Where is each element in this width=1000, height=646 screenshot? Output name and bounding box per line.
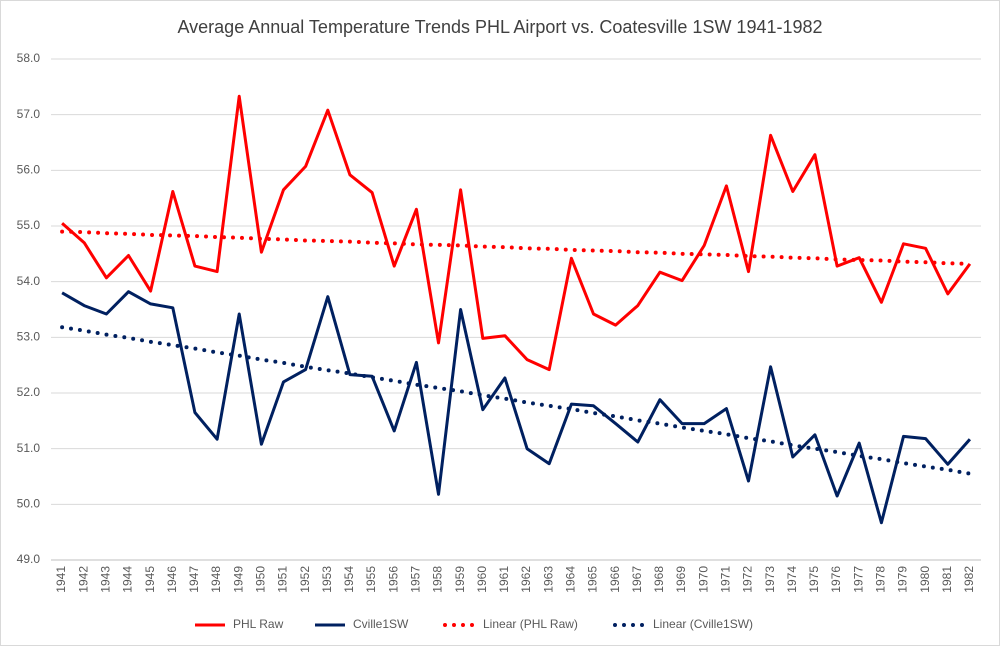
x-tick-label: 1959 — [453, 566, 467, 593]
x-tick-label: 1961 — [497, 566, 511, 593]
x-tick-label: 1965 — [586, 566, 600, 593]
x-tick-label: 1972 — [741, 566, 755, 593]
y-tick-label: 56.0 — [17, 163, 41, 177]
x-tick-label: 1954 — [342, 566, 356, 593]
x-tick-label: 1942 — [76, 566, 90, 593]
legend-label: PHL Raw — [233, 617, 284, 631]
x-tick-label: 1976 — [829, 566, 843, 593]
x-tick-label: 1950 — [254, 566, 268, 593]
series-line — [61, 290, 972, 525]
x-tick-label: 1948 — [209, 566, 223, 593]
x-tick-label: 1958 — [431, 566, 445, 593]
x-tick-label: 1977 — [851, 566, 865, 593]
y-tick-label: 54.0 — [17, 274, 41, 288]
chart-title: Average Annual Temperature Trends PHL Ai… — [177, 17, 822, 37]
x-tick-label: 1973 — [763, 566, 777, 593]
series-line — [60, 325, 972, 476]
x-tick-label: 1945 — [143, 566, 157, 593]
x-tick-label: 1946 — [165, 566, 179, 593]
x-tick-label: 1982 — [962, 566, 976, 593]
x-tick-label: 1974 — [785, 566, 799, 593]
legend-label: Linear (Cville1SW) — [653, 617, 753, 631]
x-tick-label: 1968 — [652, 566, 666, 593]
x-tick-label: 1966 — [608, 566, 622, 593]
x-tick-label: 1960 — [475, 566, 489, 593]
x-tick-label: 1953 — [320, 566, 334, 593]
y-tick-label: 50.0 — [17, 497, 41, 511]
x-tick-label: 1967 — [630, 566, 644, 593]
x-tick-label: 1941 — [54, 566, 68, 593]
x-tick-label: 1964 — [564, 566, 578, 593]
x-tick-label: 1975 — [807, 566, 821, 593]
y-tick-label: 57.0 — [17, 107, 41, 121]
x-tick-label: 1956 — [386, 566, 400, 593]
x-tick-label: 1978 — [874, 566, 888, 593]
x-tick-label: 1952 — [298, 566, 312, 593]
x-tick-label: 1980 — [918, 566, 932, 593]
x-tick-label: 1947 — [187, 566, 201, 593]
y-tick-label: 52.0 — [17, 385, 41, 399]
y-tick-label: 49.0 — [17, 552, 41, 566]
x-tick-label: 1971 — [719, 566, 733, 593]
x-tick-label: 1979 — [896, 566, 910, 593]
x-tick-label: 1943 — [99, 566, 113, 593]
legend-label: Linear (PHL Raw) — [483, 617, 578, 631]
x-tick-label: 1957 — [409, 566, 423, 593]
x-tick-label: 1944 — [121, 566, 135, 593]
y-tick-label: 58.0 — [17, 51, 41, 65]
y-tick-label: 55.0 — [17, 218, 41, 232]
x-tick-label: 1963 — [541, 566, 555, 593]
y-tick-label: 51.0 — [17, 441, 41, 455]
series-line — [61, 94, 972, 372]
legend-label: Cville1SW — [353, 617, 409, 631]
x-tick-label: 1962 — [519, 566, 533, 593]
x-tick-label: 1951 — [276, 566, 290, 593]
series-line — [60, 229, 972, 266]
x-tick-label: 1969 — [674, 566, 688, 593]
x-tick-label: 1955 — [364, 566, 378, 593]
x-tick-label: 1981 — [940, 566, 954, 593]
x-tick-label: 1949 — [231, 566, 245, 593]
x-tick-label: 1970 — [696, 566, 710, 593]
y-tick-label: 53.0 — [17, 330, 41, 344]
